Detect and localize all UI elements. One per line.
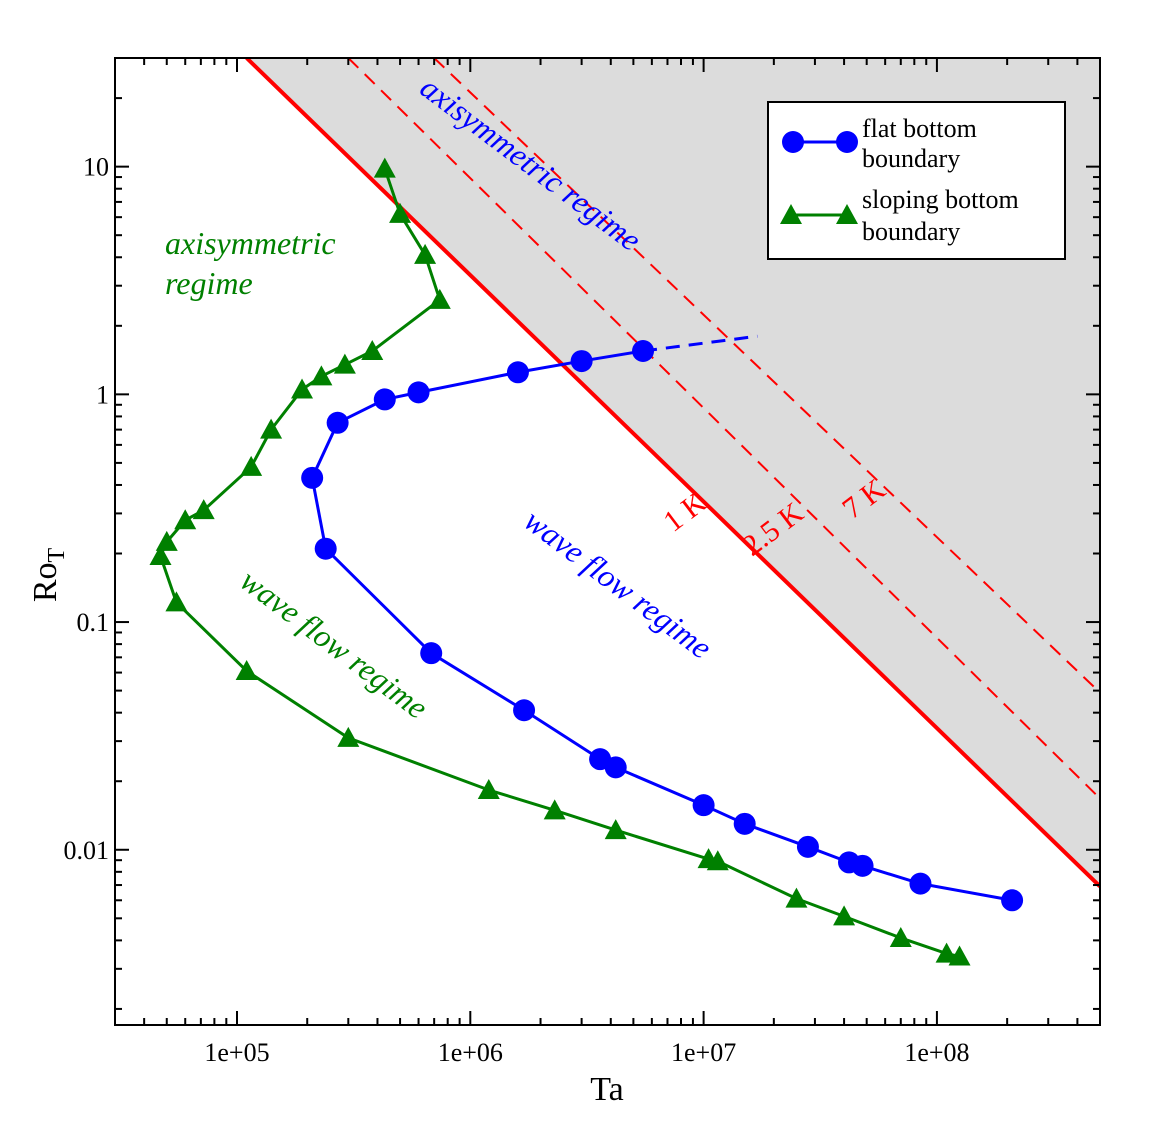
y-axis-title: RoT xyxy=(27,547,70,602)
data-point-sloping xyxy=(889,926,912,947)
legend-marker-triangle xyxy=(836,204,858,224)
data-point-flat xyxy=(373,388,396,411)
data-point-flat xyxy=(301,466,324,489)
data-point-flat xyxy=(420,642,443,665)
annotation-green-axisymmetric-line1: axisymmetric xyxy=(165,225,336,261)
data-point-flat xyxy=(692,794,715,817)
legend-box xyxy=(767,101,1066,260)
data-point-flat xyxy=(513,699,536,722)
data-point-sloping xyxy=(373,157,396,178)
data-point-flat xyxy=(1001,889,1024,912)
data-point-sloping xyxy=(337,726,360,747)
x-tick-label: 1e+07 xyxy=(671,1038,736,1067)
data-point-sloping xyxy=(165,591,188,612)
data-point-sloping xyxy=(543,799,566,820)
data-point-sloping xyxy=(833,905,856,926)
threshold-line-2-5k xyxy=(347,58,1100,800)
data-point-sloping xyxy=(192,499,215,520)
data-point-sloping xyxy=(240,455,263,476)
y-tick-label: 0.1 xyxy=(77,608,110,637)
data-point-flat xyxy=(909,872,932,895)
series-extension-flat xyxy=(642,334,758,353)
y-tick-label: 0.01 xyxy=(64,836,110,865)
ticks-layer xyxy=(114,57,1101,1025)
annotation-green-wave-flow: wave flow regime xyxy=(234,562,435,726)
data-point-sloping xyxy=(706,850,729,871)
data-point-flat xyxy=(570,350,593,373)
data-point-flat xyxy=(851,854,874,877)
legend-label-sloping-line2: boundary xyxy=(862,217,960,246)
legend: flat bottom boundary sloping bottom boun… xyxy=(767,101,1066,260)
data-point-flat xyxy=(632,340,655,363)
threshold-line-1k xyxy=(245,58,1100,888)
data-point-sloping xyxy=(333,353,356,374)
legend-label-sloping-line1: sloping bottom xyxy=(862,185,1019,214)
y-axis-title-main: Ro xyxy=(27,562,64,602)
legend-marker-circle xyxy=(836,131,858,153)
data-point-sloping xyxy=(948,945,971,966)
legend-marker-triangle xyxy=(780,204,802,224)
y-tick-label: 10 xyxy=(83,153,109,182)
data-point-flat xyxy=(326,411,349,434)
data-point-sloping xyxy=(260,418,283,439)
data-point-sloping xyxy=(604,819,627,840)
legend-marker-circle xyxy=(782,131,804,153)
plot-frame xyxy=(114,57,1101,1026)
data-point-flat xyxy=(506,361,529,384)
data-point-flat xyxy=(407,381,430,404)
x-axis-title: Ta xyxy=(590,1071,624,1108)
data-point-sloping xyxy=(310,365,333,386)
y-tick-label: 1 xyxy=(96,380,109,409)
data-point-sloping xyxy=(174,509,197,530)
x-tick-label: 1e+06 xyxy=(438,1038,503,1067)
data-point-sloping xyxy=(155,530,178,551)
data-point-flat xyxy=(314,537,337,560)
y-axis-title-subscript: T xyxy=(44,547,70,562)
legend-label-flat-line1: flat bottom xyxy=(862,114,977,143)
data-point-sloping xyxy=(149,545,172,566)
x-tick-label: 1e+08 xyxy=(904,1038,969,1067)
annotation-green-axisymmetric-line2: regime xyxy=(165,265,253,301)
data-point-sloping xyxy=(414,243,437,264)
data-point-sloping xyxy=(935,942,958,963)
data-point-flat xyxy=(796,835,819,858)
data-point-sloping xyxy=(361,340,384,361)
data-point-sloping xyxy=(785,887,808,908)
data-point-sloping xyxy=(235,659,258,680)
x-tick-label: 1e+05 xyxy=(204,1038,269,1067)
data-point-flat xyxy=(733,812,756,835)
data-point-sloping xyxy=(389,202,412,223)
series-layer xyxy=(149,157,1024,966)
legend-label-flat-line2: boundary xyxy=(862,144,960,173)
data-point-sloping xyxy=(428,288,451,309)
data-point-flat xyxy=(604,756,627,779)
data-point-sloping xyxy=(477,779,500,800)
threshold-line-7k xyxy=(433,58,1100,694)
data-point-sloping xyxy=(291,378,314,399)
